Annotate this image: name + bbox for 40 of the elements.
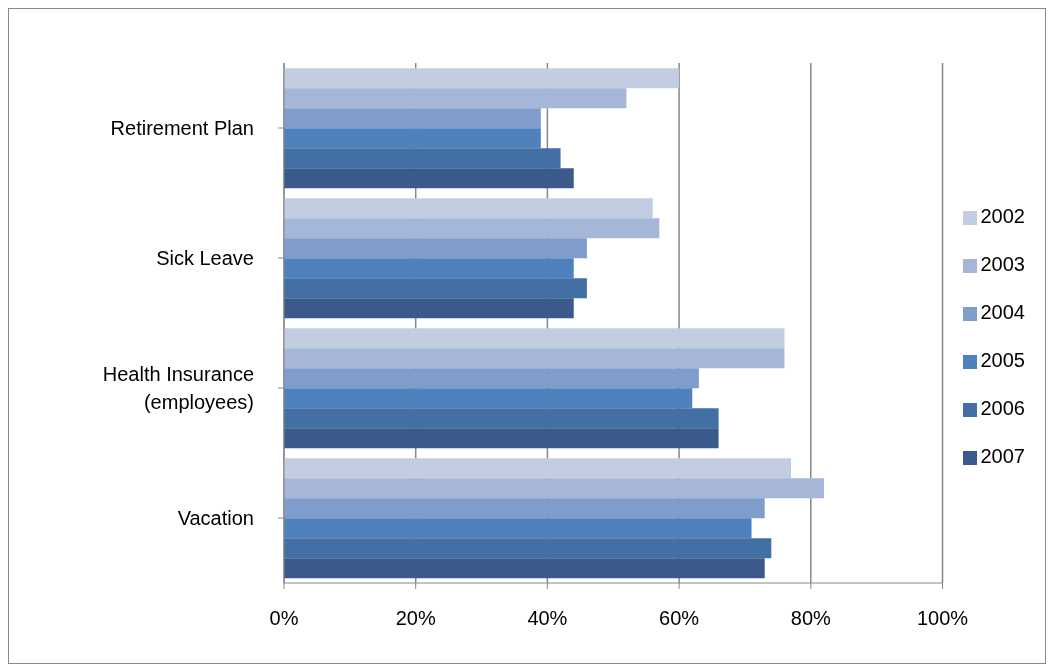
bar xyxy=(284,368,699,389)
bar xyxy=(284,298,574,319)
legend-label: 2006 xyxy=(980,397,1025,419)
y-tick-label: Health Insurance (employees) xyxy=(102,363,254,413)
bar xyxy=(284,408,719,429)
bar xyxy=(284,258,574,279)
legend-label: 2003 xyxy=(980,253,1025,275)
bar xyxy=(284,458,792,479)
x-tick-label: 0% xyxy=(269,607,299,630)
legend-label: 2004 xyxy=(980,301,1025,323)
bar xyxy=(284,558,765,579)
bar xyxy=(284,168,574,189)
bar xyxy=(284,218,660,239)
y-tick-label: Vacation xyxy=(177,507,254,529)
bar xyxy=(284,278,587,299)
x-tick-label: 100% xyxy=(916,607,969,630)
x-tick-label: 40% xyxy=(527,607,568,630)
bar xyxy=(284,538,772,559)
y-tick-label: Retirement Plan xyxy=(110,117,254,139)
x-tick-label: 20% xyxy=(395,607,436,630)
bar xyxy=(284,68,680,89)
x-tick-label: 80% xyxy=(790,607,832,630)
x-tick-label: 60% xyxy=(659,607,700,630)
bar xyxy=(284,238,587,259)
legend-label: 2007 xyxy=(980,445,1025,467)
y-tick-label: Sick Leave xyxy=(156,247,254,269)
bar xyxy=(284,198,653,219)
legend-label: 2005 xyxy=(980,349,1025,371)
bar xyxy=(284,148,561,169)
bar xyxy=(284,328,785,349)
bar xyxy=(284,478,824,499)
legend-label: 2002 xyxy=(980,205,1025,227)
bar xyxy=(284,428,719,449)
bar xyxy=(284,498,765,519)
bar xyxy=(284,88,627,109)
bar xyxy=(284,388,693,409)
bar xyxy=(284,108,541,129)
bar xyxy=(284,518,752,539)
bar xyxy=(284,128,541,149)
bar xyxy=(284,348,785,369)
